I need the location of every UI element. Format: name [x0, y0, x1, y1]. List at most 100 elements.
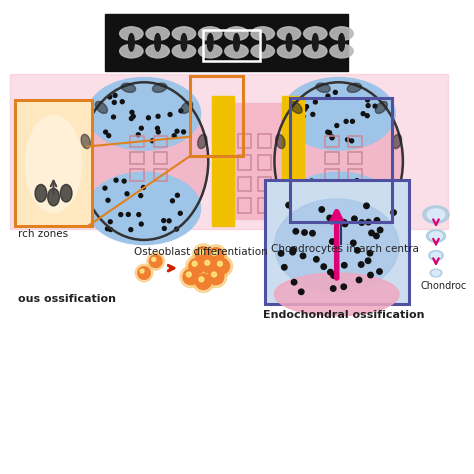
Circle shape: [330, 198, 334, 202]
Circle shape: [171, 199, 174, 203]
Circle shape: [142, 185, 146, 190]
Ellipse shape: [251, 27, 274, 40]
Ellipse shape: [260, 34, 265, 51]
Circle shape: [180, 266, 201, 288]
Bar: [15, 100, 92, 226]
Circle shape: [192, 261, 197, 266]
Ellipse shape: [155, 34, 161, 51]
Circle shape: [106, 227, 109, 231]
Bar: [348, 152, 362, 164]
Circle shape: [122, 179, 126, 183]
Circle shape: [350, 119, 355, 123]
Circle shape: [310, 179, 313, 183]
Circle shape: [350, 139, 354, 143]
Circle shape: [352, 216, 357, 221]
Circle shape: [199, 277, 204, 282]
Circle shape: [214, 258, 230, 274]
Ellipse shape: [276, 134, 285, 148]
Bar: [130, 152, 144, 164]
Bar: [325, 152, 338, 164]
Bar: [238, 177, 251, 191]
Circle shape: [365, 258, 371, 264]
Ellipse shape: [392, 134, 401, 148]
Ellipse shape: [225, 27, 248, 40]
Circle shape: [131, 114, 135, 118]
Ellipse shape: [60, 184, 72, 202]
Circle shape: [125, 192, 129, 196]
Ellipse shape: [146, 27, 169, 40]
Bar: [203, 30, 260, 61]
Circle shape: [139, 194, 143, 198]
Circle shape: [319, 207, 325, 212]
Circle shape: [174, 227, 179, 231]
Bar: [190, 76, 243, 156]
Circle shape: [109, 228, 112, 231]
Bar: [258, 198, 271, 213]
Circle shape: [119, 213, 123, 217]
Circle shape: [301, 114, 305, 118]
Bar: [258, 177, 271, 191]
Ellipse shape: [95, 101, 108, 113]
Circle shape: [290, 247, 296, 253]
Ellipse shape: [274, 199, 399, 292]
Circle shape: [355, 247, 360, 253]
Circle shape: [323, 194, 327, 198]
Circle shape: [208, 269, 224, 285]
Circle shape: [293, 228, 299, 234]
Circle shape: [113, 93, 117, 97]
Circle shape: [364, 203, 369, 209]
Bar: [212, 96, 234, 226]
Circle shape: [303, 107, 307, 111]
Circle shape: [183, 269, 199, 285]
Circle shape: [300, 112, 304, 116]
Circle shape: [108, 95, 112, 99]
Circle shape: [373, 104, 377, 108]
Circle shape: [365, 114, 369, 118]
Ellipse shape: [81, 134, 91, 148]
Circle shape: [345, 204, 348, 208]
Circle shape: [338, 206, 342, 210]
Circle shape: [106, 198, 110, 202]
Circle shape: [111, 115, 116, 119]
Ellipse shape: [286, 34, 292, 51]
Text: rch zones: rch zones: [18, 229, 68, 239]
Circle shape: [327, 215, 332, 220]
Circle shape: [363, 214, 367, 218]
Bar: [154, 152, 167, 164]
Bar: [258, 134, 271, 148]
Ellipse shape: [330, 44, 353, 58]
Bar: [154, 169, 167, 181]
Circle shape: [152, 257, 155, 261]
Circle shape: [356, 277, 362, 283]
Ellipse shape: [304, 27, 327, 40]
Circle shape: [359, 220, 365, 225]
Circle shape: [346, 138, 349, 142]
Circle shape: [351, 240, 356, 246]
Circle shape: [139, 222, 143, 226]
Circle shape: [168, 112, 172, 117]
Circle shape: [120, 100, 124, 104]
Circle shape: [341, 284, 346, 290]
Circle shape: [366, 180, 370, 184]
Ellipse shape: [172, 27, 196, 40]
Ellipse shape: [128, 34, 134, 51]
Circle shape: [199, 250, 204, 255]
Circle shape: [135, 264, 153, 282]
Ellipse shape: [428, 251, 443, 260]
Ellipse shape: [290, 101, 302, 113]
Text: Chondrocytes in arch centra: Chondrocytes in arch centra: [271, 244, 419, 254]
Circle shape: [358, 262, 364, 267]
Bar: [258, 155, 271, 170]
Ellipse shape: [199, 27, 222, 40]
Circle shape: [156, 130, 160, 134]
Circle shape: [130, 110, 134, 114]
Ellipse shape: [316, 83, 330, 92]
Ellipse shape: [375, 101, 387, 113]
Circle shape: [167, 219, 171, 223]
Circle shape: [322, 213, 326, 218]
Ellipse shape: [282, 78, 395, 150]
Bar: [238, 155, 251, 170]
Circle shape: [299, 289, 304, 294]
Circle shape: [374, 218, 380, 223]
Circle shape: [196, 274, 211, 290]
